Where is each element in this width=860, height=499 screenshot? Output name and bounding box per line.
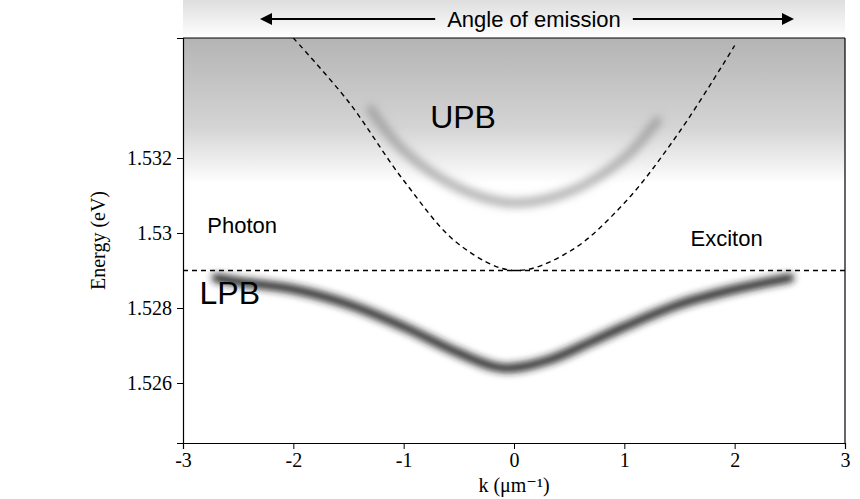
tick-mark — [293, 443, 294, 449]
tick-mark — [735, 443, 736, 449]
title-arrows — [260, 13, 794, 25]
x-axis-tick: -1 — [396, 443, 413, 471]
tick-label: 1.526 — [127, 372, 172, 394]
tick-label: 1 — [620, 449, 630, 471]
arrow-head — [782, 13, 794, 25]
tick-label: -1 — [396, 449, 413, 471]
background-band — [183, 0, 845, 38]
dashed-line — [183, 270, 845, 271]
x-axis-tick: -2 — [285, 443, 302, 471]
y-axis-tick: 1.526 — [127, 372, 183, 394]
tick-label: 3 — [841, 449, 851, 471]
tick-label: 0 — [510, 449, 520, 471]
plot-area — [183, 38, 845, 368]
tick-label: -3 — [175, 449, 192, 471]
x-axis-tick: -3 — [175, 443, 192, 471]
title: Angle of emission — [447, 7, 621, 32]
tick-label: 1.53 — [137, 222, 172, 244]
y-axis-tick: 1.532 — [127, 147, 183, 169]
y-axis-line — [177, 39, 184, 444]
annotations: UPB LPB Photon Exciton — [200, 99, 763, 311]
tick-mark — [845, 443, 846, 449]
plot-background — [183, 38, 845, 443]
tick-mark — [177, 308, 183, 309]
arrow-head — [260, 13, 272, 25]
tick-mark — [624, 443, 625, 449]
x-axis-tick: 1 — [620, 443, 630, 471]
x-axis-tick: 0 — [510, 443, 520, 471]
tick-label: 1.532 — [127, 147, 172, 169]
frame-right — [844, 38, 845, 443]
y-axis-tick: 1.528 — [127, 297, 183, 319]
annotation: Exciton — [691, 226, 763, 251]
tick-mark — [177, 233, 183, 234]
y-axis-tick: 1.53 — [137, 222, 183, 244]
frame-top — [183, 37, 845, 38]
dashed-line — [293, 38, 734, 271]
tick-label: -2 — [285, 449, 302, 471]
chart: -3 -2 -1 0 1 2 3 1.526 1.528 1.53 1.532 UPB LPB Photo… — [0, 0, 860, 499]
tick-label: 2 — [730, 449, 740, 471]
tick-mark — [404, 443, 405, 449]
annotation: UPB — [430, 99, 496, 135]
y-axis-title: Energy (eV) — [87, 191, 110, 290]
tick-mark — [177, 383, 183, 384]
branch — [371, 109, 658, 203]
x-axis: -3 -2 -1 0 1 2 3 — [175, 443, 850, 471]
x-axis-line — [184, 444, 846, 450]
x-axis-title: k (μm⁻¹) — [478, 474, 549, 497]
annotation: Photon — [207, 213, 277, 238]
arrow-left — [262, 18, 435, 20]
y-axis: 1.526 1.528 1.53 1.532 — [127, 39, 184, 444]
x-axis-tick: 3 — [841, 443, 851, 471]
arrow-right — [633, 18, 792, 20]
tick-label: 1.528 — [127, 297, 172, 319]
tick-mark — [177, 158, 183, 159]
annotation: LPB — [200, 275, 260, 311]
tick-mark — [514, 443, 515, 449]
x-axis-tick: 2 — [730, 443, 740, 471]
branch — [216, 278, 790, 368]
